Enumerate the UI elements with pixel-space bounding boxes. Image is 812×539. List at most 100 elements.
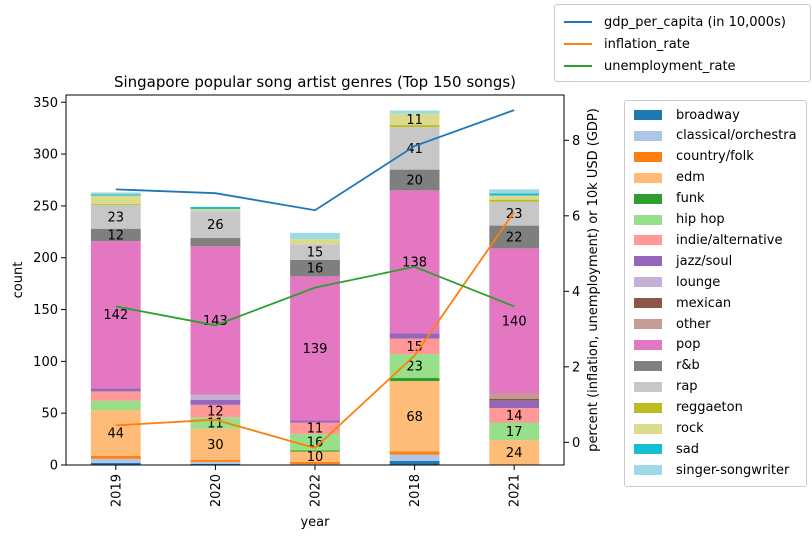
bar-value-label: 16 (307, 262, 324, 277)
genre-swatch (634, 339, 662, 350)
genre-legend-item: hip hop (625, 211, 725, 229)
lines-layer (115, 109, 515, 450)
bar-segment (190, 399, 241, 405)
genre-swatch (634, 130, 662, 141)
genre-legend-label: indie/alternative (676, 232, 783, 248)
genre-swatch (634, 402, 662, 413)
bar-segment (90, 391, 141, 401)
genre-swatch (634, 277, 662, 288)
x-tick-label: 2022 (309, 474, 324, 507)
series-line (115, 109, 515, 212)
bar-segment (290, 276, 340, 421)
bar-segment (389, 169, 440, 191)
bar-segment (389, 354, 440, 378)
bar-segment (489, 189, 540, 194)
genre-legend-label: funk (676, 191, 705, 207)
y-tick-label: 150 (33, 303, 58, 318)
genre-legend-item: singer-songwriter (625, 461, 789, 479)
genre-swatch (634, 319, 662, 329)
bar-segment (190, 417, 241, 429)
bar-segment (90, 195, 141, 204)
bar-segment (190, 209, 241, 212)
bar-segment (90, 455, 141, 459)
genre-legend-item: sad (625, 440, 699, 458)
y2-tick-label: 4 (572, 285, 580, 300)
bar-value-label: 12 (207, 405, 224, 420)
bar-segment (489, 393, 540, 399)
line-legend-item: gdp_per_capita (in 10,000s) (555, 13, 786, 31)
y2-tick-label: 2 (572, 360, 580, 375)
y2-tick-label: 0 (572, 436, 580, 451)
genre-legend-label: country/folk (676, 149, 754, 165)
genre-legend-label: mexican (676, 295, 732, 311)
bar-segment (489, 422, 540, 441)
genre-legend-item: country/folk (625, 148, 754, 166)
bar-segment (90, 203, 141, 205)
bar-segment (190, 463, 241, 465)
genre-legend-item: lounge (625, 273, 720, 291)
genre-legend-label: lounge (676, 274, 721, 290)
genre-legend-label: classical/orchestra (676, 128, 797, 144)
genre-legend-label: singer-songwriter (676, 462, 790, 478)
bar-value-label: 24 (506, 446, 523, 461)
bar-segment (290, 451, 340, 462)
x-axis: 2019 2020 2022 2018 2021 (109, 465, 523, 507)
genre-legend-item: pop (625, 336, 700, 354)
bar-segment (90, 410, 141, 456)
genre-legend-label: reggaeton (676, 400, 743, 416)
bar-segment (190, 404, 241, 418)
bar-segment (190, 394, 241, 400)
bar-value-label: 11 (406, 113, 423, 128)
genre-legend-item: reggaeton (625, 399, 743, 417)
bar-segment (90, 400, 141, 411)
y2-axis: 0 2 4 6 8 (564, 134, 580, 451)
genre-swatch (634, 235, 662, 246)
bar-segment (489, 193, 540, 196)
genre-legend-item: mexican (625, 294, 731, 312)
bar-value-label: 41 (406, 142, 423, 157)
line-legend-label: gdp_per_capita (in 10,000s) (604, 14, 786, 30)
bar-segment (489, 248, 540, 394)
genre-swatch (634, 172, 662, 183)
bar-value-label: 26 (207, 218, 224, 233)
bar-segment (190, 211, 241, 239)
y-axis-label: count (11, 262, 26, 299)
bar-segment (90, 194, 141, 196)
genre-legend-item: edm (625, 169, 705, 187)
genre-legend-item: other (625, 315, 711, 333)
series-line (115, 211, 515, 450)
line-legend-item: inflation_rate (555, 35, 690, 53)
bar-segment (489, 407, 540, 423)
bar-segment (290, 450, 340, 452)
bar-segment (389, 113, 440, 126)
series-line (115, 265, 515, 327)
genre-legend-label: r&b (676, 358, 700, 374)
bar-segment (90, 204, 141, 229)
bar-segment (389, 460, 440, 465)
genre-swatch (634, 444, 662, 455)
genre-swatch (634, 110, 662, 120)
genre-legend-label: other (676, 316, 711, 332)
bar-value-label: 17 (506, 425, 523, 440)
genre-swatch (634, 381, 662, 392)
line-legend-label: unemployment_rate (604, 58, 736, 74)
bar-segment (190, 428, 241, 460)
genre-legend-item: r&b (625, 357, 700, 375)
y-tick-label: 50 (41, 407, 58, 422)
genre-legend-item: funk (625, 190, 705, 208)
genre-swatch (634, 298, 662, 309)
bars-layer (90, 110, 540, 465)
line-legend-item: unemployment_rate (555, 57, 736, 75)
x-tick-label: 2020 (209, 474, 224, 507)
bar-segment (290, 259, 340, 277)
genre-swatch (634, 151, 662, 162)
bar-segment (389, 127, 440, 170)
bar-value-label: 44 (108, 426, 125, 441)
bar-segment (290, 232, 340, 240)
bar-value-label: 30 (207, 438, 224, 453)
bar-segment (90, 388, 141, 392)
bar-segment (389, 451, 440, 455)
y-tick-label: 300 (33, 148, 58, 163)
genre-legend-label: hip hop (676, 212, 725, 227)
bar-value-label: 142 (103, 308, 128, 323)
